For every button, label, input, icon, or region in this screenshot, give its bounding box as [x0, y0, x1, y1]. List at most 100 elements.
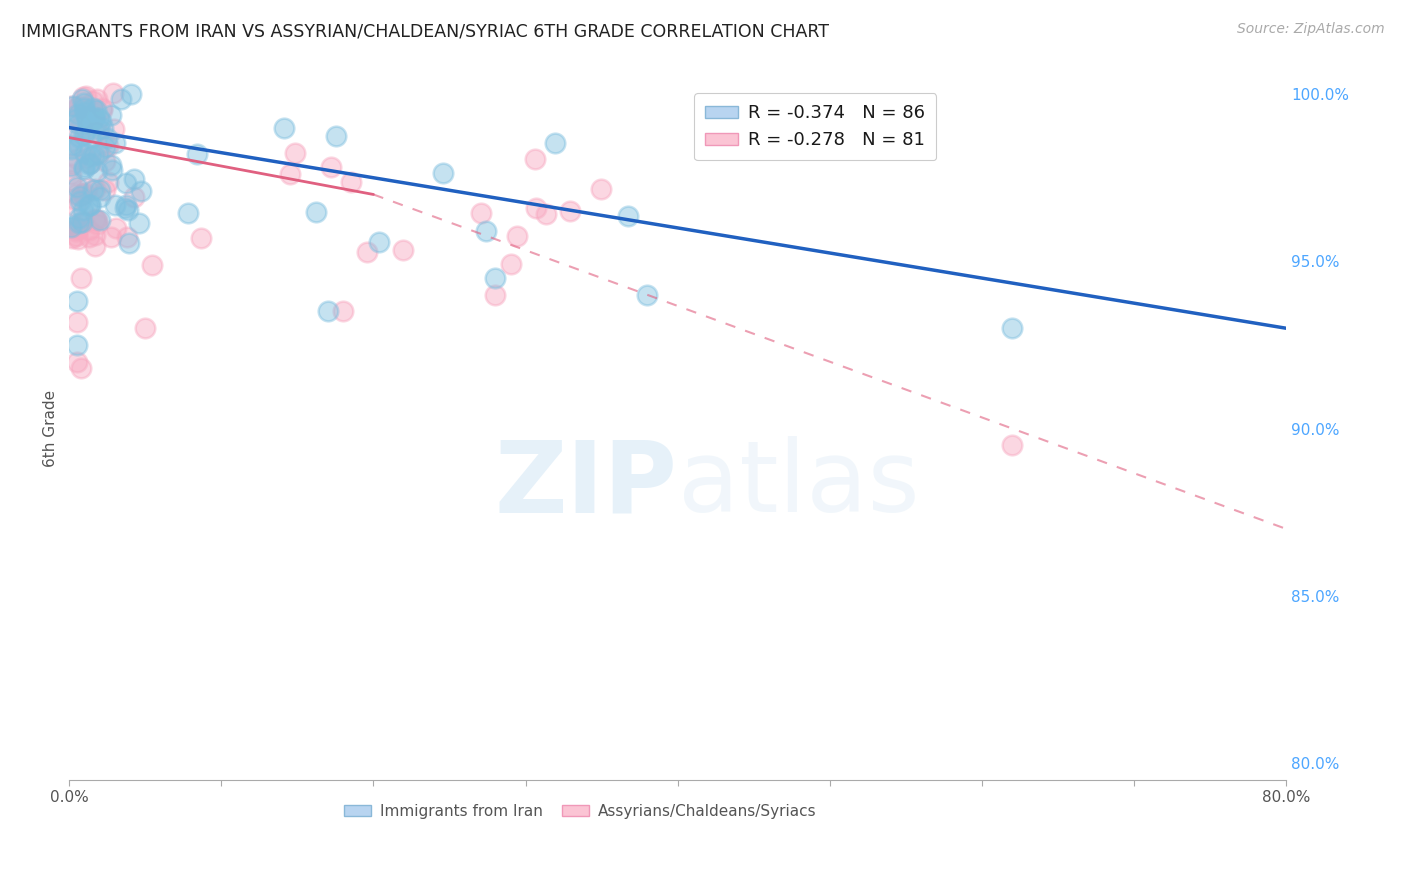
Point [69, 189, 91, 203]
Point [96, 130, 118, 145]
Text: atlas: atlas [678, 436, 920, 533]
Point [66, 100, 89, 114]
Point [67, 138, 90, 153]
Point [75, 110, 97, 124]
Point [66, 222, 89, 236]
Point [72, 128, 94, 143]
Point [66, 294, 89, 309]
Point [70, 187, 93, 202]
Point [391, 243, 413, 257]
Point [66, 100, 89, 114]
Point [73, 186, 96, 200]
Point [617, 210, 640, 224]
Point [122, 172, 145, 186]
Point [62, 99, 84, 113]
Point [87, 111, 110, 125]
Point [89, 190, 111, 204]
Point [67, 107, 90, 121]
Point [636, 287, 658, 301]
Point [332, 304, 354, 318]
Point [60, 137, 83, 152]
Point [69, 118, 91, 132]
Point [84, 212, 107, 227]
Point [66, 232, 89, 246]
Point [117, 203, 139, 218]
Point [77, 198, 100, 212]
Point [134, 321, 156, 335]
Point [104, 198, 127, 212]
Point [86, 217, 108, 231]
Point [65, 219, 87, 234]
Point [305, 205, 328, 219]
Point [65, 223, 87, 237]
Point [114, 201, 136, 215]
Point [284, 146, 307, 161]
Text: Source: ZipAtlas.com: Source: ZipAtlas.com [1237, 22, 1385, 37]
Point [77, 157, 100, 171]
Point [1001, 321, 1024, 335]
Point [70, 361, 93, 376]
Point [59, 167, 82, 181]
Point [280, 167, 302, 181]
Point [65, 200, 87, 214]
Point [83, 125, 105, 139]
Point [703, 131, 725, 145]
Point [65, 228, 87, 243]
Point [101, 163, 124, 178]
Point [80, 130, 103, 145]
Point [67, 221, 90, 235]
Text: ZIP: ZIP [495, 436, 678, 533]
Point [77, 230, 100, 244]
Point [94, 140, 117, 154]
Point [75, 122, 97, 136]
Point [75, 105, 97, 120]
Point [66, 117, 89, 131]
Point [59, 160, 82, 174]
Point [110, 92, 132, 106]
Point [67, 138, 90, 153]
Point [104, 136, 127, 151]
Point [65, 187, 87, 202]
Point [523, 152, 546, 166]
Point [83, 212, 105, 227]
Point [97, 138, 120, 153]
Point [100, 158, 122, 172]
Point [340, 175, 363, 189]
Point [356, 244, 378, 259]
Point [84, 239, 107, 253]
Point [100, 108, 122, 122]
Point [368, 235, 391, 249]
Point [66, 338, 89, 352]
Point [79, 197, 101, 211]
Point [76, 180, 98, 194]
Point [89, 145, 111, 160]
Y-axis label: 6th Grade: 6th Grade [44, 390, 58, 467]
Point [66, 354, 89, 368]
Point [115, 177, 138, 191]
Point [82, 95, 104, 109]
Point [60, 231, 83, 245]
Point [82, 113, 104, 128]
Point [62, 121, 84, 136]
Point [90, 114, 112, 128]
Point [65, 112, 87, 126]
Point [67, 211, 90, 226]
Point [321, 160, 343, 174]
Point [506, 228, 529, 243]
Point [120, 87, 142, 102]
Point [94, 182, 117, 196]
Point [66, 152, 89, 166]
Point [325, 129, 347, 144]
Point [72, 89, 94, 103]
Point [73, 161, 96, 175]
Point [97, 175, 120, 189]
Point [536, 207, 558, 221]
Point [484, 271, 506, 285]
Point [544, 136, 567, 150]
Point [470, 206, 492, 220]
Point [76, 114, 98, 128]
Point [79, 198, 101, 212]
Point [129, 184, 152, 198]
Point [70, 92, 93, 106]
Point [60, 99, 83, 113]
